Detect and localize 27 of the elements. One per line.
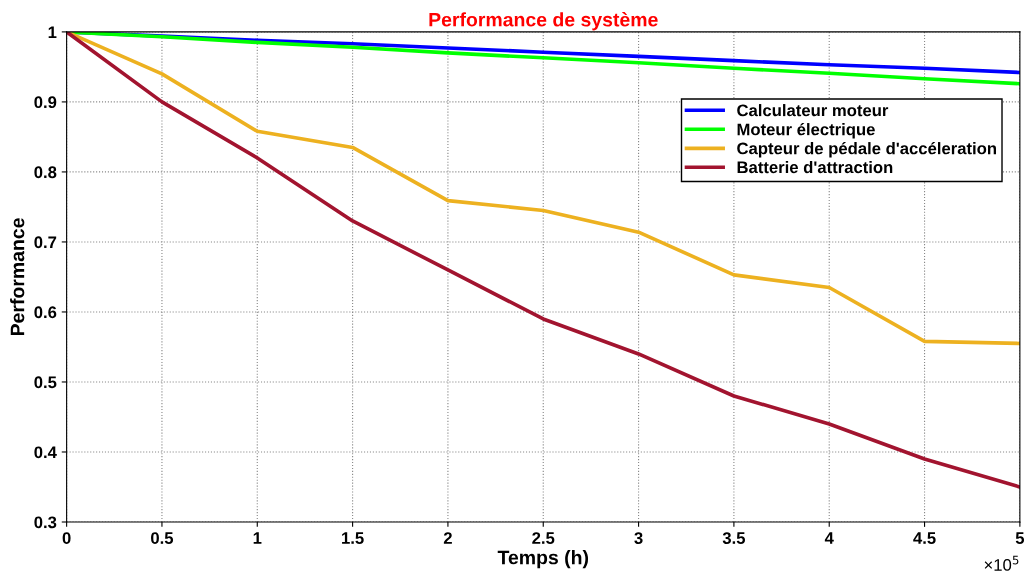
y-axis-title: Performance (10, 218, 25, 336)
x-tick-label: 5 (1015, 532, 1025, 544)
x-tick-label: 0.5 (151, 532, 174, 544)
legend-label: Capteur de pédale d'accéleration (737, 141, 996, 158)
legend-label: Moteur électrique (737, 122, 875, 139)
x-tick-label: 2.5 (532, 532, 555, 544)
x-tick-label: 1 (253, 532, 262, 544)
text: ×10$^{5}$ (984, 555, 1019, 571)
y-tick-label: 0.9 (34, 96, 57, 109)
x-tick-label: 1.5 (342, 532, 364, 544)
x-tick-label: 4 (824, 532, 834, 544)
x-tick-label: 0 (62, 532, 71, 544)
y-tick-label: 0.6 (34, 306, 57, 319)
chart-title: Performance de système (429, 12, 658, 31)
legend-label: Batterie d'attraction (737, 160, 893, 174)
y-tick-label: 0.4 (34, 446, 57, 459)
y-tick-label: 1 (48, 26, 57, 38)
x-axis-title: Temps (h) (497, 550, 589, 569)
x-tick-label: 2 (443, 532, 452, 544)
x-tick-label: 4.5 (913, 532, 936, 544)
y-tick-label: 0.5 (34, 376, 57, 389)
x-tick-label: 3.5 (722, 532, 746, 544)
y-tick-label: 0.3 (34, 516, 57, 529)
legend-label: Calculateur moteur (737, 104, 889, 117)
x-tick-label: 3 (634, 532, 643, 544)
y-tick-label: 0.7 (34, 236, 57, 249)
y-tick-label: 0.8 (34, 166, 57, 179)
